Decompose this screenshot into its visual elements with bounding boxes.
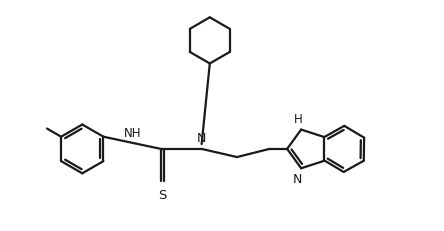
Text: NH: NH bbox=[123, 126, 141, 139]
Text: S: S bbox=[158, 188, 166, 201]
Text: N: N bbox=[197, 131, 206, 144]
Text: H: H bbox=[294, 113, 303, 126]
Text: N: N bbox=[293, 173, 302, 185]
